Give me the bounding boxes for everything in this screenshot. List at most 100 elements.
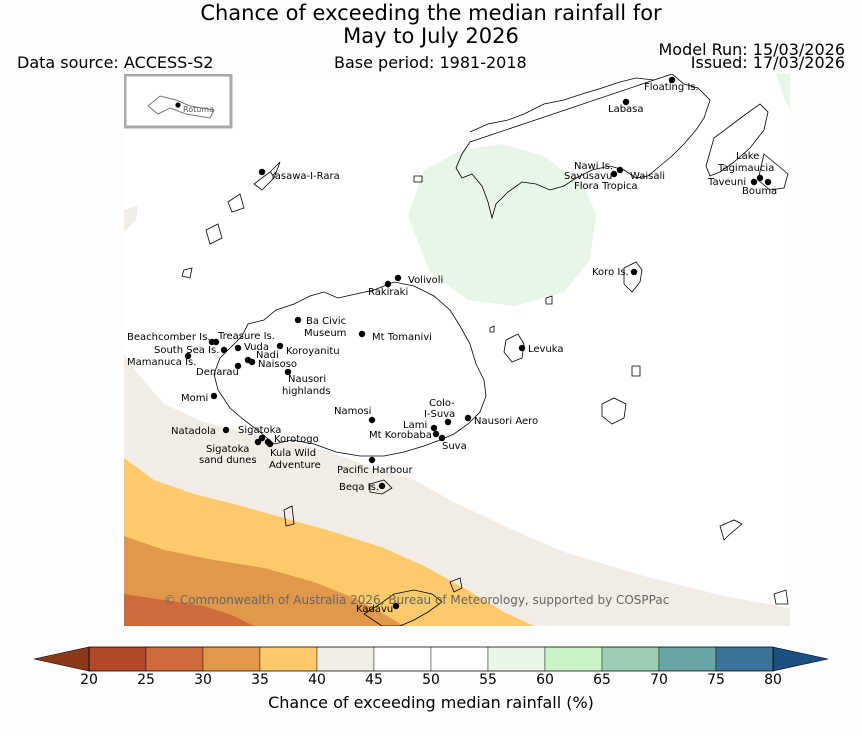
marker-denarau <box>234 362 242 370</box>
marker-pacific-harbour <box>368 456 376 464</box>
marker-kadavu <box>392 602 400 610</box>
colorbar-bin <box>373 646 432 672</box>
marker-floating-is <box>668 76 676 84</box>
marker-south-sea-is <box>220 346 228 354</box>
marker-treasure-is <box>212 338 220 346</box>
place-markers: Floating Is. Labasa Nawi Is. Savusavu Wa… <box>127 76 777 615</box>
marker-lami <box>430 424 438 432</box>
marker-lake-tagimaucia <box>756 174 764 182</box>
marker-suva <box>438 434 446 442</box>
region-55-60 <box>408 144 596 306</box>
marker-volivoli <box>394 274 402 282</box>
marker-mt-korobaba <box>432 430 440 438</box>
label-i-suva: I-Suva <box>424 409 455 420</box>
marker-bouma <box>764 178 772 186</box>
colorbar-tick-label: 70 <box>650 672 668 688</box>
label-pacific-harbour: Pacific Harbour <box>337 465 414 476</box>
colorbar-bin <box>259 646 318 672</box>
marker-beqa-is <box>378 482 386 490</box>
marker-koro-is <box>630 268 638 276</box>
label-labasa: Labasa <box>608 104 644 115</box>
label-korotogo: Korotogo <box>274 434 319 445</box>
marker-levuka <box>518 344 526 352</box>
colorbar-tick-label: 65 <box>593 672 611 688</box>
title-line-1: Chance of exceeding the median rainfall … <box>200 1 662 25</box>
label-flora-tropica: Flora Tropica <box>574 181 637 192</box>
label-naisoso: Naisoso <box>258 359 297 370</box>
rotuma-inset: Rotuma <box>124 74 233 129</box>
colorbar-tick-label: 30 <box>194 672 212 688</box>
marker-kula-wild-adventure <box>266 440 274 448</box>
label-suva: Suva <box>442 441 467 452</box>
marker-labasa <box>622 98 630 106</box>
colorbar-tick-label: 60 <box>536 672 554 688</box>
label-savusavu: Savusavu <box>564 171 612 182</box>
label-nausori-aero: Nausori Aero <box>474 416 538 427</box>
marker-rotuma <box>175 102 181 108</box>
label-levuka: Levuka <box>528 344 564 355</box>
label-beqa-is: Beqa Is. <box>339 482 379 493</box>
label-rotuma: Rotuma <box>183 105 214 114</box>
label-vuda: Vuda <box>244 342 269 353</box>
label-nawi-is: Nawi Is. <box>574 161 613 172</box>
colorbar-bin <box>88 646 147 672</box>
label-denarau: Denarau <box>196 367 239 378</box>
colorbar-bin <box>544 646 603 672</box>
label-rakiraki: Rakiraki <box>368 287 408 298</box>
marker-rakiraki <box>384 280 392 288</box>
colorbar-tick-label: 80 <box>764 672 782 688</box>
marker-mt-tomanivi <box>358 330 366 338</box>
region-55-60-ne <box>776 74 790 108</box>
label-yasawa: Yasawa-I-Rara <box>269 171 340 182</box>
marker-colo-i-suva <box>444 418 452 426</box>
label-taveuni: Taveuni <box>707 177 746 188</box>
colorbar-tick-label: 55 <box>479 672 497 688</box>
colorbar-bin <box>487 646 546 672</box>
region-25-30 <box>124 594 254 626</box>
issued-date: Issued: 17/03/2026 <box>690 53 845 72</box>
marker-mamanuca <box>184 352 192 360</box>
label-kadavu: Kadavu <box>356 604 393 615</box>
label-floating-is: Floating Is. <box>644 82 699 93</box>
marker-natadola <box>222 426 230 434</box>
colorbar-tick-label: 25 <box>137 672 155 688</box>
data-source: Data source: ACCESS-S2 <box>17 53 214 72</box>
label-sigatoka: Sigatoka <box>238 425 281 436</box>
marker-taveuni <box>750 178 758 186</box>
copyright-notice: © Commonwealth of Australia 2026, Bureau… <box>164 593 669 607</box>
colorbar-frame <box>88 646 774 672</box>
model-run: Model Run: 15/03/2026 <box>658 40 846 59</box>
label-nausori: Nausori <box>288 374 326 385</box>
region-30-35 <box>124 536 404 626</box>
colorbar-tick-label: 75 <box>707 672 725 688</box>
marker-namosi <box>368 416 376 424</box>
label-momi: Momi <box>181 393 208 404</box>
label-highlands: highlands <box>282 386 331 397</box>
colorbar-bin <box>316 646 375 672</box>
label-ba-civic: Ba Civic <box>306 316 346 327</box>
label-natadola: Natadola <box>171 426 216 437</box>
label-waisali: Waisali <box>630 171 665 182</box>
label-colo: Colo- <box>429 398 455 409</box>
label-mt-korobaba: Mt Korobaba <box>369 430 432 441</box>
colorbar-under-arrow <box>33 646 90 672</box>
colorbar-tick-label: 50 <box>422 672 440 688</box>
title-line-2: May to July 2026 <box>343 24 519 48</box>
label-treasure-is: Treasure Is. <box>217 331 275 342</box>
coastlines <box>181 74 789 626</box>
colorbar-bin <box>715 646 774 672</box>
label-mamanuca: Mamanuca Is. <box>127 357 196 368</box>
label-mt-tomanivi: Mt Tomanivi <box>372 332 432 343</box>
marker-savusavu <box>610 170 618 178</box>
marker-koroyanitu <box>276 342 284 350</box>
colorbar <box>33 646 829 672</box>
label-volivoli: Volivoli <box>408 275 443 286</box>
label-lake: Lake <box>736 151 759 162</box>
marker-sigatoka <box>258 434 266 442</box>
colorbar-tick-label: 35 <box>251 672 269 688</box>
label-kula-wild: Kula Wild <box>270 448 316 459</box>
marker-momi <box>210 392 218 400</box>
marker-vuda <box>234 344 242 352</box>
label-adventure: Adventure <box>269 460 321 471</box>
colorbar-tick-label: 45 <box>365 672 383 688</box>
